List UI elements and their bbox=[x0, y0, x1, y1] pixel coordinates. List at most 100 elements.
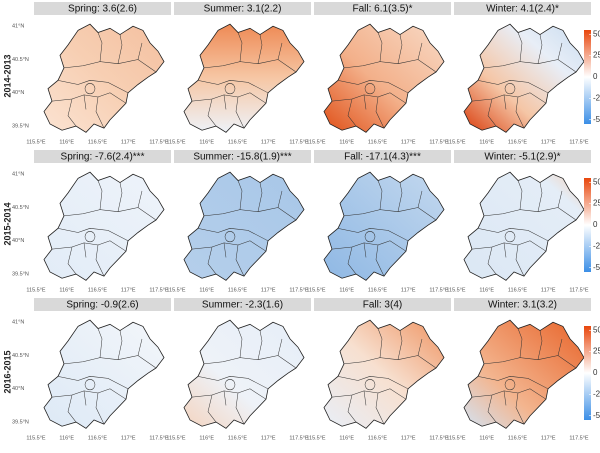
x-tick-label: 117.5°E bbox=[569, 435, 589, 441]
colorbar bbox=[584, 178, 591, 272]
region bbox=[463, 319, 585, 429]
x-tick-label: 116.5°E bbox=[368, 287, 388, 293]
x-tick-label: 115.5°E bbox=[166, 287, 186, 293]
x-tick-label: 115.5°E bbox=[446, 435, 466, 441]
colorbar bbox=[584, 326, 591, 420]
x-tick-label: 116.5°E bbox=[88, 435, 108, 441]
x-tick-label: 116.5°E bbox=[368, 139, 388, 145]
y-tick-label: 41°N bbox=[12, 23, 24, 29]
y-tick-label: 39.5°N bbox=[12, 271, 29, 277]
colorbar-tick-label: -50 bbox=[593, 411, 600, 420]
x-tick-label: 115.5°E bbox=[306, 139, 326, 145]
y-tick-label: 40°N bbox=[12, 238, 24, 244]
panel-title-bar bbox=[454, 298, 591, 311]
x-tick-label: 116.5°E bbox=[508, 139, 528, 145]
x-tick-label: 117°E bbox=[261, 435, 276, 441]
x-tick-label: 117.5°E bbox=[289, 139, 309, 145]
x-tick-label: 115.5°E bbox=[306, 435, 326, 441]
y-tick-label: 41°N bbox=[12, 171, 24, 177]
x-tick-label: 117°E bbox=[541, 287, 556, 293]
x-tick-label: 115.5°E bbox=[26, 287, 46, 293]
map bbox=[43, 23, 165, 133]
colorbar-tick-label: 0 bbox=[593, 220, 598, 229]
map bbox=[183, 319, 305, 429]
row-label: 2015-2014 bbox=[2, 202, 12, 245]
colorbar-tick-label: -25 bbox=[593, 389, 600, 398]
panel-title: Summer: -15.8(1.9)*** bbox=[193, 152, 291, 163]
region bbox=[43, 319, 165, 429]
x-tick-label: 116°E bbox=[199, 287, 214, 293]
panel-title-bar bbox=[174, 150, 311, 163]
region bbox=[463, 171, 585, 281]
x-tick-label: 116°E bbox=[199, 435, 214, 441]
panel-title: Winter: -5.1(2.9)* bbox=[484, 152, 560, 163]
panel-title: Spring: -7.6(2.4)*** bbox=[61, 152, 145, 163]
map bbox=[463, 319, 585, 429]
colorbar-tick-label: 25 bbox=[593, 347, 600, 356]
x-tick-label: 116.5°E bbox=[228, 435, 248, 441]
panel-title-bar bbox=[314, 2, 451, 15]
x-tick-label: 116.5°E bbox=[228, 139, 248, 145]
panel-title: Fall: -17.1(4.3)*** bbox=[344, 152, 421, 163]
x-tick-label: 116°E bbox=[339, 139, 354, 145]
colorbar-tick-label: 50 bbox=[593, 325, 600, 334]
panel-title: Summer: -2.3(1.6) bbox=[202, 300, 283, 311]
x-tick-label: 117°E bbox=[261, 139, 276, 145]
x-tick-label: 115.5°E bbox=[26, 139, 46, 145]
x-tick-label: 115.5°E bbox=[166, 435, 186, 441]
x-tick-label: 115.5°E bbox=[446, 139, 466, 145]
y-tick-label: 40.5°N bbox=[12, 205, 29, 211]
colorbar-tick-label: -25 bbox=[593, 93, 600, 102]
region bbox=[323, 23, 445, 133]
x-tick-label: 117.5°E bbox=[429, 435, 449, 441]
region bbox=[183, 171, 305, 281]
x-tick-label: 116°E bbox=[59, 435, 74, 441]
y-tick-label: 39.5°N bbox=[12, 419, 29, 425]
colorbar-tick-label: -25 bbox=[593, 241, 600, 250]
x-tick-label: 117.5°E bbox=[569, 139, 589, 145]
row-label: 2016-2015 bbox=[2, 350, 12, 393]
map bbox=[43, 171, 165, 281]
x-tick-label: 116.5°E bbox=[508, 287, 528, 293]
x-tick-label: 116°E bbox=[59, 287, 74, 293]
x-tick-label: 116.5°E bbox=[228, 287, 248, 293]
x-tick-label: 117°E bbox=[121, 287, 136, 293]
region bbox=[43, 23, 165, 133]
region bbox=[183, 23, 305, 133]
x-tick-label: 117.5°E bbox=[149, 435, 169, 441]
x-tick-label: 117°E bbox=[121, 435, 136, 441]
x-tick-label: 117°E bbox=[401, 435, 416, 441]
x-tick-label: 116°E bbox=[199, 139, 214, 145]
x-tick-label: 117.5°E bbox=[289, 287, 309, 293]
colorbar-tick-label: -50 bbox=[593, 115, 600, 124]
y-tick-label: 40.5°N bbox=[12, 353, 29, 359]
region bbox=[183, 319, 305, 429]
map bbox=[323, 171, 445, 281]
map bbox=[463, 23, 585, 133]
panel-title-bar bbox=[34, 2, 171, 15]
panel-title-bar bbox=[314, 298, 451, 311]
panel-title-bar bbox=[34, 298, 171, 311]
y-tick-label: 41°N bbox=[12, 319, 24, 325]
x-tick-label: 115.5°E bbox=[166, 139, 186, 145]
x-tick-label: 116.5°E bbox=[508, 435, 528, 441]
panel-title: Spring: 3.6(2.6) bbox=[68, 4, 137, 15]
x-tick-label: 117°E bbox=[401, 287, 416, 293]
y-tick-label: 40°N bbox=[12, 386, 24, 392]
panel-title: Summer: 3.1(2.2) bbox=[204, 4, 282, 15]
panel-title-bar bbox=[174, 2, 311, 15]
x-tick-label: 117.5°E bbox=[149, 139, 169, 145]
colorbar-tick-label: 25 bbox=[593, 51, 600, 60]
x-tick-label: 117.5°E bbox=[289, 435, 309, 441]
x-tick-label: 116°E bbox=[479, 435, 494, 441]
y-tick-label: 40°N bbox=[12, 90, 24, 96]
colorbar-tick-label: 50 bbox=[593, 29, 600, 38]
panel-title: Winter: 3.1(3.2) bbox=[488, 300, 557, 311]
x-tick-label: 117°E bbox=[541, 139, 556, 145]
colorbar bbox=[584, 30, 591, 124]
x-tick-label: 117.5°E bbox=[569, 287, 589, 293]
colorbar-tick-label: 25 bbox=[593, 199, 600, 208]
colorbar-tick-label: 50 bbox=[593, 177, 600, 186]
x-tick-label: 116.5°E bbox=[88, 287, 108, 293]
panel-title: Fall: 3(4) bbox=[363, 300, 402, 311]
